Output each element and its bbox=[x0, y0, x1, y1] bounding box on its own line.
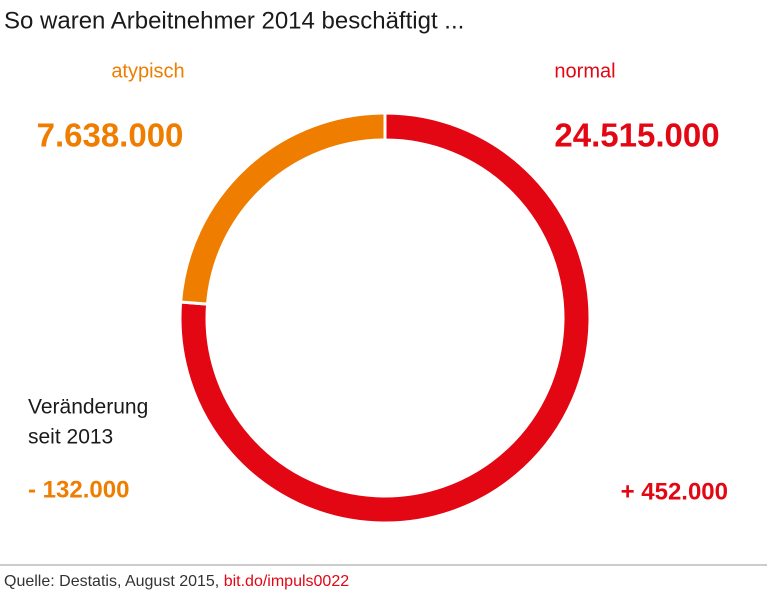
donut-segment bbox=[178, 111, 592, 525]
category-label: normal bbox=[554, 60, 615, 82]
change-label: - 132.000 bbox=[28, 476, 129, 503]
value-label: 24.515.000 bbox=[554, 117, 719, 154]
category-label: atypisch bbox=[111, 60, 184, 82]
source: Quelle: Destatis, August 2015, bit.do/im… bbox=[4, 573, 349, 590]
donut-segment bbox=[179, 111, 387, 306]
source-link[interactable]: bit.do/impuls0022 bbox=[224, 573, 350, 590]
change-label: + 452.000 bbox=[621, 478, 728, 505]
chart-title: So waren Arbeitnehmer 2014 beschäftigt .… bbox=[4, 7, 464, 34]
change-title: Veränderung bbox=[28, 396, 148, 419]
source-text: Quelle: Destatis, August 2015, bbox=[4, 573, 219, 590]
change-title: seit 2013 bbox=[28, 426, 113, 449]
value-label: 7.638.000 bbox=[37, 117, 184, 154]
